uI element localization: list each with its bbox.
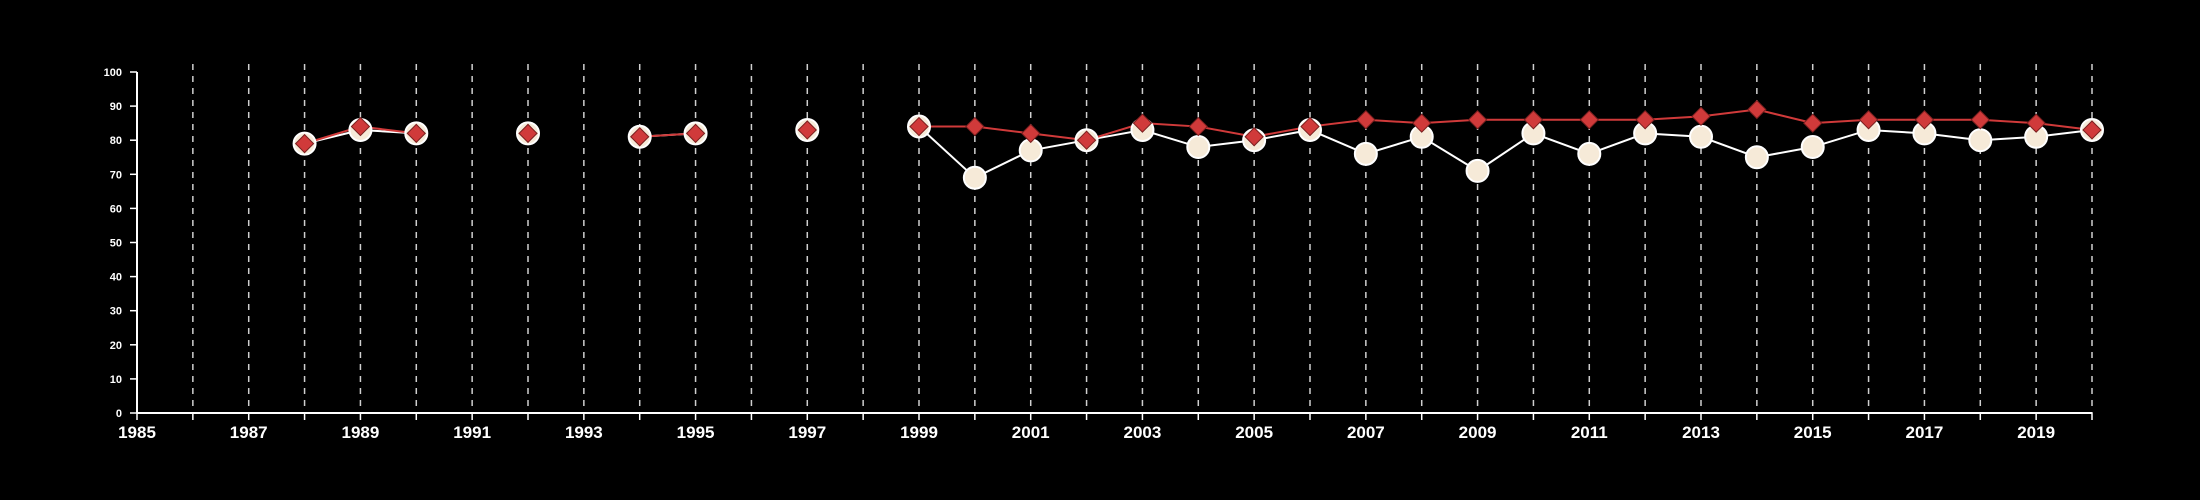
y-tick-label: 50 bbox=[110, 238, 122, 250]
circle-point bbox=[1353, 141, 1378, 166]
diamond-point bbox=[350, 116, 371, 137]
diamond-point bbox=[1021, 123, 1041, 144]
diamond-point bbox=[1412, 113, 1432, 133]
x-tick-label: 2015 bbox=[1794, 423, 1832, 442]
x-tick-label: 1995 bbox=[677, 423, 715, 442]
diamond-point bbox=[1188, 116, 1208, 137]
x-tick-label: 2019 bbox=[2017, 423, 2055, 442]
series-1-line bbox=[918, 125, 2093, 179]
x-tick-label: 1999 bbox=[900, 423, 938, 442]
circle-point bbox=[1800, 135, 1825, 160]
x-tick-label: 2007 bbox=[1347, 423, 1385, 442]
y-tick-label: 80 bbox=[110, 135, 122, 147]
diamond-point bbox=[1300, 116, 1320, 137]
diamond-point bbox=[2026, 113, 2046, 133]
diamond-point bbox=[1579, 110, 1599, 130]
diamond-point bbox=[1635, 110, 1655, 130]
diamond-point bbox=[685, 123, 706, 144]
series-2-line bbox=[919, 108, 2093, 142]
x-tick-label: 2017 bbox=[1906, 423, 1944, 442]
diamond-point bbox=[1803, 113, 1823, 133]
x-tick-label: 1987 bbox=[230, 423, 268, 442]
circle-point bbox=[1577, 141, 1602, 166]
x-tick-label: 1993 bbox=[565, 423, 603, 442]
diamond-point bbox=[965, 116, 985, 137]
y-tick-label: 90 bbox=[110, 101, 122, 113]
diamond-point bbox=[1523, 110, 1544, 130]
diamond-point bbox=[909, 116, 929, 137]
diamond-point bbox=[294, 133, 315, 154]
diamond-point bbox=[1858, 110, 1879, 130]
circle-point bbox=[1968, 128, 1993, 153]
diamond-point bbox=[1132, 113, 1153, 133]
x-tick-label: 2001 bbox=[1012, 423, 1050, 442]
circle-point bbox=[1689, 124, 1713, 149]
diamond-point bbox=[518, 123, 538, 144]
diamond-point bbox=[1356, 110, 1376, 130]
x-tick-label: 2005 bbox=[1235, 423, 1273, 442]
diamond-point bbox=[1467, 110, 1488, 130]
diamond-point bbox=[630, 127, 650, 147]
diamond-point bbox=[406, 123, 426, 144]
diamond-point bbox=[1970, 110, 1990, 130]
y-tick-label: 40 bbox=[110, 272, 122, 284]
y-tick-label: 100 bbox=[104, 67, 122, 79]
y-tick-label: 20 bbox=[110, 340, 122, 352]
circle-point bbox=[1744, 145, 1769, 170]
x-tick-label: 2009 bbox=[1459, 423, 1497, 442]
diamond-point bbox=[2082, 120, 2102, 140]
x-tick-label: 1997 bbox=[788, 423, 826, 442]
diamond-point bbox=[1076, 130, 1097, 150]
diamond-point bbox=[797, 120, 817, 140]
diamond-point bbox=[1914, 110, 1935, 130]
circle-point bbox=[1465, 158, 1490, 183]
y-tick-label: 10 bbox=[110, 374, 122, 386]
y-tick-label: 30 bbox=[110, 306, 122, 318]
x-tick-label: 2011 bbox=[1571, 423, 1608, 442]
circle-point bbox=[1186, 135, 1211, 160]
circle-point bbox=[962, 165, 987, 190]
y-tick-label: 70 bbox=[110, 169, 122, 181]
diamond-point bbox=[1747, 99, 1767, 120]
x-tick-label: 2013 bbox=[1682, 423, 1720, 442]
x-tick-label: 1991 bbox=[453, 423, 491, 442]
diamond-point bbox=[1244, 127, 1264, 147]
x-tick-label: 2003 bbox=[1124, 423, 1162, 442]
diamond-point bbox=[1691, 106, 1711, 127]
y-tick-label: 0 bbox=[116, 408, 122, 420]
x-tick-label: 1989 bbox=[342, 423, 380, 442]
x-tick-label: 1985 bbox=[118, 423, 156, 442]
y-tick-label: 60 bbox=[110, 203, 122, 215]
